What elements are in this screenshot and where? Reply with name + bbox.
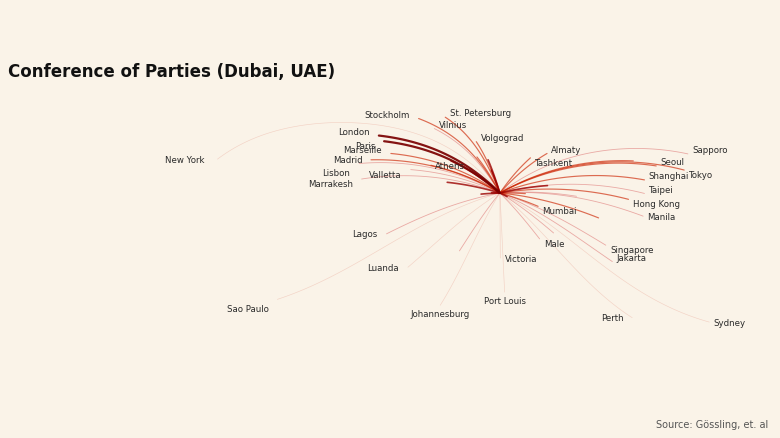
Text: Singapore: Singapore	[610, 246, 654, 254]
Text: Valletta: Valletta	[370, 170, 402, 179]
Text: Sao Paulo: Sao Paulo	[227, 304, 268, 313]
Text: Tashkent: Tashkent	[535, 159, 573, 167]
Text: London: London	[339, 127, 370, 136]
Text: Perth: Perth	[601, 314, 623, 322]
Text: Sydney: Sydney	[714, 318, 746, 327]
Text: Paris: Paris	[355, 142, 375, 151]
Text: New York: New York	[165, 155, 204, 164]
Text: Seoul: Seoul	[661, 158, 685, 167]
Text: Luanda: Luanda	[367, 263, 399, 272]
Text: Stockholm: Stockholm	[364, 110, 410, 120]
Text: Conference of Parties (Dubai, UAE): Conference of Parties (Dubai, UAE)	[8, 63, 335, 81]
Text: Madrid: Madrid	[332, 156, 362, 165]
Text: Marrakesh: Marrakesh	[308, 180, 353, 188]
Text: Taipei: Taipei	[649, 185, 674, 194]
Text: Marseille: Marseille	[343, 145, 382, 154]
Text: Sapporo: Sapporo	[693, 146, 728, 155]
Text: Hong Kong: Hong Kong	[633, 200, 680, 209]
Text: Male: Male	[544, 239, 565, 248]
Text: Port Louis: Port Louis	[484, 297, 526, 306]
Text: Lisbon: Lisbon	[323, 168, 350, 177]
Text: Mumbai: Mumbai	[542, 207, 577, 215]
Text: Victoria: Victoria	[505, 254, 537, 263]
Text: Source: Gössling, et. al: Source: Gössling, et. al	[656, 419, 768, 429]
Text: Volgograd: Volgograd	[480, 134, 524, 142]
Text: Tokyo: Tokyo	[689, 170, 713, 180]
Text: Almaty: Almaty	[551, 145, 582, 154]
Text: Jakarta: Jakarta	[617, 253, 647, 262]
Text: Lagos: Lagos	[353, 230, 378, 239]
Text: Johannesburg: Johannesburg	[410, 310, 470, 319]
Text: Vilnius: Vilnius	[438, 120, 467, 129]
Text: Athens: Athens	[435, 161, 465, 170]
Text: Shanghai: Shanghai	[649, 172, 690, 180]
Text: Manila: Manila	[647, 212, 675, 221]
Text: St. Petersburg: St. Petersburg	[449, 109, 511, 118]
